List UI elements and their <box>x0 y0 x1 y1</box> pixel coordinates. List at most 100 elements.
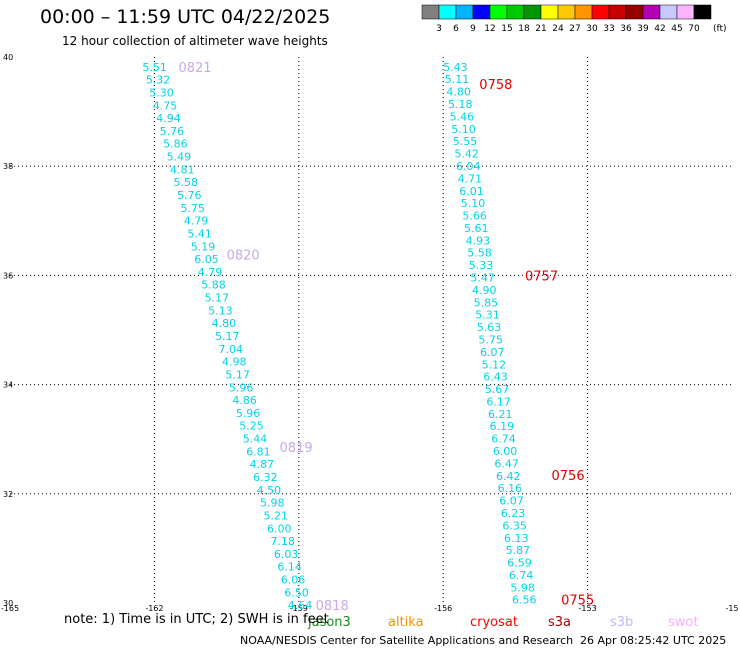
legend-entry-s3b: s3b <box>610 615 633 630</box>
wave-height-value: 6.74 <box>491 433 516 446</box>
y-tick-label: 36 <box>3 271 13 280</box>
color-swatch <box>591 4 610 20</box>
wave-height-value: 5.88 <box>201 279 226 292</box>
wave-height-value: 5.46 <box>450 110 475 123</box>
wave-height-value: 5.31 <box>475 309 500 322</box>
wave-height-value: 6.00 <box>493 445 518 458</box>
wave-height-value: 5.10 <box>451 123 476 136</box>
color-scale-label: 15 <box>501 24 512 34</box>
wave-height-value: 5.19 <box>191 240 216 253</box>
color-scale-label: 6 <box>453 24 459 34</box>
wave-height-value: 5.86 <box>163 138 188 151</box>
x-tick-label: -15 <box>725 604 738 613</box>
color-scale-label: 45 <box>671 24 682 34</box>
satellite-legend: jason3 altika cryosat s3a s3b swot <box>307 615 698 630</box>
wave-height-value: 6.05 <box>194 253 219 266</box>
wave-height-value: 6.16 <box>498 482 523 495</box>
wave-height-value: 4.90 <box>472 284 497 297</box>
wave-height-value: 5.58 <box>467 247 492 260</box>
wave-height-value: 5.98 <box>260 497 285 510</box>
color-swatch <box>489 4 508 20</box>
footer-timestamp: 26 Apr 08:25:42 UTC 2025 <box>580 634 727 647</box>
wave-height-value: 5.17 <box>215 330 240 343</box>
x-tick-label: -159 <box>290 604 308 613</box>
wave-height-value: 5.96 <box>236 407 260 420</box>
wave-height-value: 6.03 <box>274 548 299 561</box>
wave-height-value: 5.30 <box>149 86 174 99</box>
wave-height-value: 7.18 <box>270 535 295 548</box>
color-swatch <box>540 4 559 20</box>
wave-height-value: 4.64 <box>288 599 313 612</box>
color-swatch <box>506 4 525 20</box>
wave-height-value: 5.49 <box>167 151 192 164</box>
color-scale-label: 21 <box>535 24 546 34</box>
y-tick-label: 38 <box>3 162 13 171</box>
color-scale-label: 18 <box>518 24 530 34</box>
wave-height-value: 5.21 <box>264 509 289 522</box>
pass-time-label: 0819 <box>280 441 313 456</box>
pass-time-label: 0758 <box>479 78 512 93</box>
y-tick-label: 32 <box>3 490 13 499</box>
wave-height-value: 6.74 <box>509 569 533 582</box>
pass-time-label: 0821 <box>178 61 211 76</box>
color-scale-label: 42 <box>654 24 665 34</box>
color-swatch <box>608 4 627 20</box>
wave-height-value: 5.76 <box>160 125 185 138</box>
pass-time-label: 0820 <box>227 249 260 264</box>
wave-height-value: 4.80 <box>446 86 471 99</box>
wave-height-value: 4.87 <box>250 458 274 471</box>
color-swatch <box>438 4 457 20</box>
color-swatch <box>676 4 695 20</box>
color-scale-label: 70 <box>688 24 700 34</box>
wave-height-value: 6.47 <box>494 457 519 470</box>
wave-height-value: 5.55 <box>453 135 478 148</box>
color-swatch <box>557 4 576 20</box>
wave-height-value: 6.04 <box>456 160 481 173</box>
wave-height-value: 6.01 <box>459 185 484 198</box>
color-swatch <box>693 4 712 20</box>
pass-time-label: 0755 <box>561 594 594 609</box>
wave-height-value: 5.63 <box>477 321 502 334</box>
color-scale-label: 33 <box>603 24 614 34</box>
wave-height-value: 5.51 <box>142 61 167 74</box>
legend-entry-cryosat: cryosat <box>470 615 518 630</box>
wave-height-value: 5.33 <box>469 259 494 272</box>
x-tick-label: -162 <box>145 604 163 613</box>
wave-height-value: 4.79 <box>184 215 209 228</box>
color-swatch <box>472 4 491 20</box>
wave-height-value: 6.21 <box>488 408 513 421</box>
color-scale-label: 39 <box>637 24 649 34</box>
color-scale-label: 36 <box>620 24 632 34</box>
footer-credit: NOAA/NESDIS Center for Satellite Applica… <box>240 634 574 647</box>
wave-height-values: 5.515.325.304.754.945.765.865.494.815.58… <box>142 61 536 612</box>
wave-height-value: 5.47 <box>470 272 495 285</box>
wave-height-value: 6.19 <box>490 420 515 433</box>
legend-entry-altika: altika <box>388 615 424 630</box>
color-swatch <box>574 4 593 20</box>
wave-height-value: 5.96 <box>229 381 254 394</box>
color-scale-label: 3 <box>436 24 442 34</box>
wave-height-value: 5.32 <box>146 74 171 87</box>
color-swatch <box>659 4 678 20</box>
time-annotations: 0821 0820 0819 0818 0758 0757 0756 0755 <box>178 61 594 614</box>
map-grid: -165 -162 -159 -156 -153 -15 30 32 34 36 38 40 <box>1 53 739 613</box>
wave-height-value: 5.44 <box>243 433 268 446</box>
x-tick-label: -165 <box>1 604 19 613</box>
y-tick-label: 40 <box>3 53 13 62</box>
wave-height-value: 6.56 <box>512 594 537 607</box>
page-title: 00:00 – 11:59 UTC 04/22/2025 <box>40 6 331 28</box>
wave-height-value: 6.23 <box>501 507 526 520</box>
wave-height-value: 4.86 <box>232 394 257 407</box>
x-tick-label: -153 <box>579 604 597 613</box>
wave-height-value: 5.13 <box>208 304 233 317</box>
wave-height-value: 6.42 <box>496 470 521 483</box>
x-tick-label: -156 <box>434 604 452 613</box>
pass-time-label: 0757 <box>525 269 558 284</box>
wave-height-value: 5.17 <box>225 368 250 381</box>
wave-height-value: 6.50 <box>284 586 309 599</box>
color-swatch <box>421 4 440 20</box>
wave-height-value: 4.79 <box>198 266 223 279</box>
wave-height-value: 5.42 <box>454 148 479 161</box>
wave-height-value: 6.06 <box>281 574 306 587</box>
